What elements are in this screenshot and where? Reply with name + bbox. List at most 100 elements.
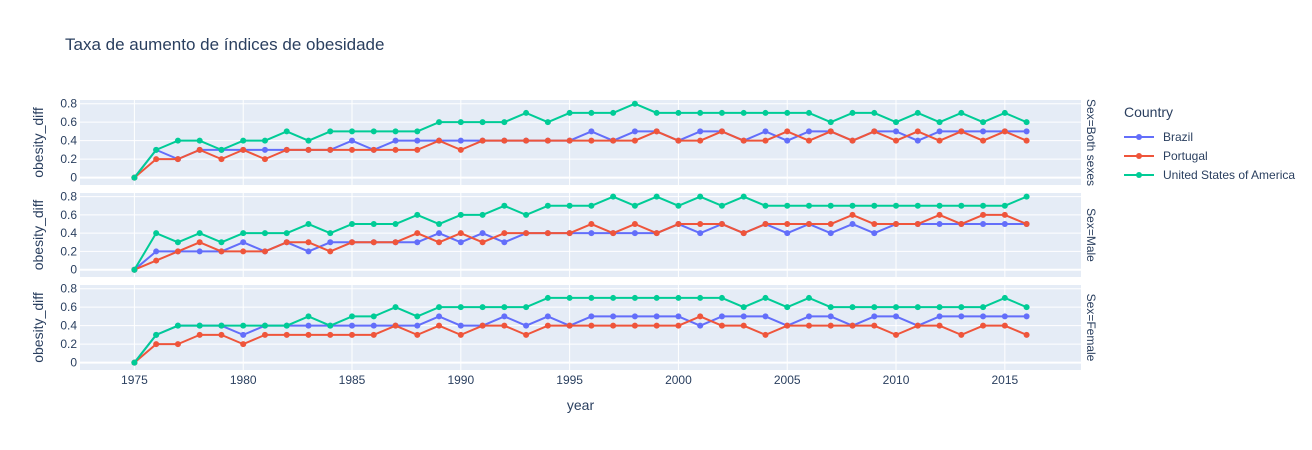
data-point bbox=[588, 313, 595, 320]
x-tick-label: 2005 bbox=[774, 373, 801, 387]
data-point bbox=[327, 239, 334, 246]
data-point bbox=[1023, 313, 1030, 320]
data-point bbox=[479, 304, 486, 311]
legend-item-usa[interactable]: United States of America bbox=[1124, 165, 1295, 184]
data-point bbox=[653, 294, 660, 301]
y-tick-label: 0 bbox=[70, 356, 77, 370]
y-tick-label: 0.6 bbox=[60, 300, 77, 314]
data-point bbox=[327, 248, 334, 255]
data-point bbox=[174, 156, 181, 163]
data-point bbox=[414, 230, 421, 237]
data-point bbox=[805, 322, 812, 329]
data-point bbox=[174, 341, 181, 348]
data-point bbox=[196, 146, 203, 153]
data-point bbox=[893, 313, 900, 320]
data-point bbox=[218, 156, 225, 163]
data-point bbox=[305, 248, 312, 255]
x-tick-label: 1995 bbox=[556, 373, 583, 387]
data-point bbox=[805, 137, 812, 144]
data-point bbox=[196, 239, 203, 246]
data-point bbox=[936, 119, 943, 126]
y-tick-label: 0.2 bbox=[60, 337, 77, 351]
data-point bbox=[349, 331, 356, 338]
data-point bbox=[305, 137, 312, 144]
data-point bbox=[457, 304, 464, 311]
data-point bbox=[1023, 193, 1030, 200]
data-point bbox=[544, 322, 551, 329]
y-tick-label: 0.4 bbox=[60, 226, 77, 240]
legend-item-brazil[interactable]: Brazil bbox=[1124, 127, 1295, 146]
data-point bbox=[174, 322, 181, 329]
data-point bbox=[675, 109, 682, 116]
data-point bbox=[936, 304, 943, 311]
data-point bbox=[893, 128, 900, 135]
data-point bbox=[784, 322, 791, 329]
data-point bbox=[436, 230, 443, 237]
data-point bbox=[523, 211, 530, 218]
data-point bbox=[740, 230, 747, 237]
data-point bbox=[414, 211, 421, 218]
data-point bbox=[740, 304, 747, 311]
data-point bbox=[718, 202, 725, 209]
data-point bbox=[174, 137, 181, 144]
data-point bbox=[457, 137, 464, 144]
data-point bbox=[283, 331, 290, 338]
data-point bbox=[762, 202, 769, 209]
data-point bbox=[457, 146, 464, 153]
data-point bbox=[827, 221, 834, 228]
legend-swatch-portugal-icon bbox=[1124, 152, 1154, 159]
data-point bbox=[697, 128, 704, 135]
x-tick-label: 1980 bbox=[230, 373, 257, 387]
x-tick-label: 1975 bbox=[121, 373, 148, 387]
facet-panel-3: 0 0.2 0.4 0.6 0.8 obesity_diff Sex=Female 1975 1… bbox=[30, 282, 1098, 387]
data-point bbox=[1001, 221, 1008, 228]
data-point bbox=[261, 230, 268, 237]
data-point bbox=[936, 322, 943, 329]
y-tick-label: 0.2 bbox=[60, 244, 77, 258]
data-point bbox=[501, 119, 508, 126]
data-point bbox=[958, 304, 965, 311]
facet-label: Sex=Both sexes bbox=[1084, 99, 1098, 186]
series-line bbox=[133, 315, 1027, 364]
data-point bbox=[457, 322, 464, 329]
data-point bbox=[827, 119, 834, 126]
x-tick-label: 2000 bbox=[665, 373, 692, 387]
data-point bbox=[784, 128, 791, 135]
data-point bbox=[327, 230, 334, 237]
data-point bbox=[980, 211, 987, 218]
data-point bbox=[370, 146, 377, 153]
facet-panel-1: 0 0.2 0.4 0.6 0.8 obesity_diff Sex=Both sexes bbox=[30, 97, 1098, 186]
data-point bbox=[588, 322, 595, 329]
legend-item-portugal[interactable]: Portugal bbox=[1124, 146, 1295, 165]
data-point bbox=[631, 221, 638, 228]
data-point bbox=[327, 146, 334, 153]
data-point bbox=[762, 331, 769, 338]
data-point bbox=[261, 146, 268, 153]
data-point bbox=[501, 304, 508, 311]
data-point bbox=[588, 128, 595, 135]
data-point bbox=[261, 248, 268, 255]
data-point bbox=[805, 221, 812, 228]
data-point bbox=[566, 230, 573, 237]
data-point bbox=[261, 322, 268, 329]
data-point bbox=[610, 230, 617, 237]
data-point bbox=[305, 331, 312, 338]
data-point bbox=[479, 239, 486, 246]
data-point bbox=[936, 211, 943, 218]
data-point bbox=[653, 109, 660, 116]
data-point bbox=[196, 322, 203, 329]
data-point bbox=[871, 109, 878, 116]
data-point bbox=[762, 128, 769, 135]
data-point bbox=[1023, 119, 1030, 126]
legend-label-usa: United States of America bbox=[1163, 167, 1296, 182]
data-point bbox=[457, 119, 464, 126]
data-point bbox=[349, 128, 356, 135]
data-point bbox=[436, 221, 443, 228]
data-point bbox=[196, 137, 203, 144]
data-point bbox=[327, 331, 334, 338]
data-point bbox=[1001, 211, 1008, 218]
data-point bbox=[893, 119, 900, 126]
data-point bbox=[718, 322, 725, 329]
data-point bbox=[457, 230, 464, 237]
data-point bbox=[1023, 128, 1030, 135]
